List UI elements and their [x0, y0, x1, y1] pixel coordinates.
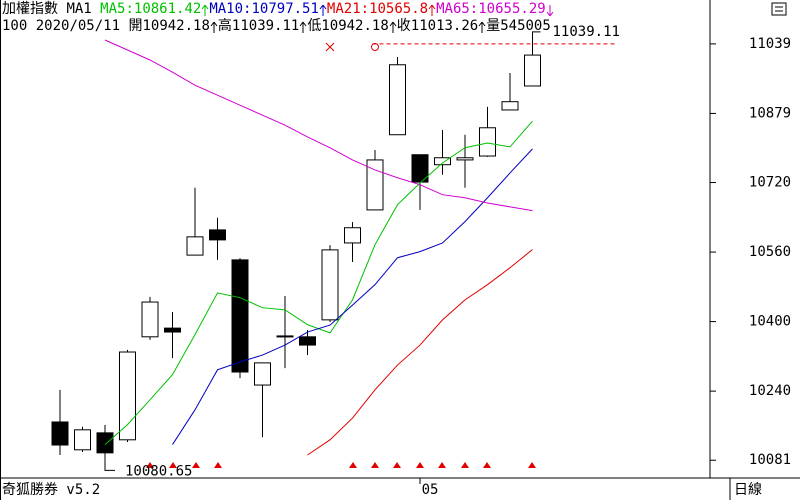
- y-tick-label: 10560: [749, 244, 791, 260]
- candle-body: [164, 327, 181, 333]
- date: 2020/05/11: [35, 18, 121, 34]
- ma-lines: [104, 39, 533, 456]
- signal: [349, 462, 357, 468]
- candle-body: [389, 64, 406, 136]
- ma-line: [104, 39, 533, 212]
- signal-markers: [146, 462, 536, 468]
- candle-body: [74, 429, 91, 451]
- candle-body: [96, 432, 114, 454]
- signal: [214, 462, 222, 468]
- volume-value: 545005: [500, 18, 551, 34]
- up-arrow: [299, 21, 307, 33]
- ma-line: [172, 148, 533, 445]
- volume-label: 量: [486, 18, 501, 34]
- high-label: 高: [217, 18, 232, 34]
- candle-body: [501, 101, 519, 111]
- open-value: 10942.18: [142, 18, 210, 34]
- candle-body: [479, 127, 496, 157]
- signal: [192, 462, 200, 468]
- signal: [146, 462, 154, 468]
- y-tick-label: 10720: [749, 175, 791, 191]
- high-pointer: [532, 31, 541, 44]
- footer: 奇狐勝券 v5.2: [2, 481, 100, 498]
- x-tick-label: 05: [422, 482, 439, 498]
- candle-body: [119, 351, 136, 441]
- toolbar-icon[interactable]: [771, 2, 787, 16]
- title: 加權指數: [2, 1, 58, 17]
- signal-circle: [371, 43, 379, 51]
- close-value: 11013.26: [410, 18, 479, 34]
- low-label: 10080.65: [125, 463, 192, 479]
- legend-name: MA21:: [326, 1, 370, 17]
- y-tick-label: 10240: [749, 383, 791, 399]
- up-arrow: [389, 21, 397, 33]
- period-label: 日線: [734, 482, 762, 498]
- signal: [393, 462, 401, 468]
- signal: [169, 462, 177, 468]
- candle-body: [186, 236, 204, 256]
- low-label: 低: [307, 18, 322, 34]
- quote-info: 100 2020/05/11 開 10942.18 高 11039.11 低 1094…: [2, 18, 551, 35]
- candle-body: [276, 335, 294, 338]
- candle-body: [366, 159, 384, 211]
- candle-body: [434, 157, 451, 166]
- y-tick-label: 10081: [749, 452, 791, 468]
- candle-body: [209, 229, 226, 241]
- signal-cross: [325, 42, 335, 52]
- open-label: 開: [128, 18, 143, 34]
- up-arrow: [201, 4, 209, 16]
- candle-body: [254, 362, 271, 386]
- candle-body: [344, 227, 361, 244]
- y-tick-label: 10879: [749, 105, 791, 121]
- low-pointer: [104, 460, 115, 471]
- high-label: 11039.11: [553, 24, 620, 40]
- signal: [528, 462, 536, 468]
- up-arrow: [210, 21, 218, 33]
- candle-body: [411, 154, 429, 183]
- low-value: 10942.18: [321, 18, 389, 34]
- candles: [51, 43, 541, 461]
- up-arrow: [478, 21, 486, 33]
- signal: [483, 462, 491, 468]
- candle-body: [299, 336, 316, 346]
- y-tick-label: 10400: [749, 314, 791, 330]
- legend-name: MA5:: [100, 1, 134, 17]
- ma-legend: 加權指數 MA1 MA5: 10861.42 MA10: 10797.51 MA21: 1…: [2, 1, 554, 18]
- signal: [461, 462, 469, 468]
- legend-value: 10797.51: [251, 1, 319, 17]
- ma-label: MA1: [66, 1, 92, 17]
- signal: [438, 462, 446, 468]
- candle-body: [456, 157, 474, 161]
- legend-value: 10655.29: [478, 1, 546, 17]
- down-arrow: [546, 4, 554, 16]
- candle-body: [51, 421, 69, 446]
- up-arrow: [428, 4, 436, 16]
- legend-name: MA65:: [436, 1, 479, 17]
- close-label: 收: [396, 18, 411, 34]
- candle-body: [231, 259, 249, 373]
- ma-line: [104, 120, 533, 445]
- legend-name: MA10:: [209, 1, 252, 17]
- candle-body: [524, 54, 541, 87]
- legend-value: 10861.42: [133, 1, 202, 17]
- signal: [416, 462, 424, 468]
- candle-body: [141, 301, 159, 338]
- candle-body: [321, 249, 339, 321]
- high-value: 11039.11: [231, 18, 300, 34]
- legend-value: 10565.8: [369, 1, 429, 17]
- up-arrow: [319, 4, 327, 16]
- ma-line: [307, 249, 533, 456]
- code: 100: [2, 18, 28, 34]
- y-tick-label: 11039: [749, 36, 791, 52]
- signal: [371, 462, 379, 468]
